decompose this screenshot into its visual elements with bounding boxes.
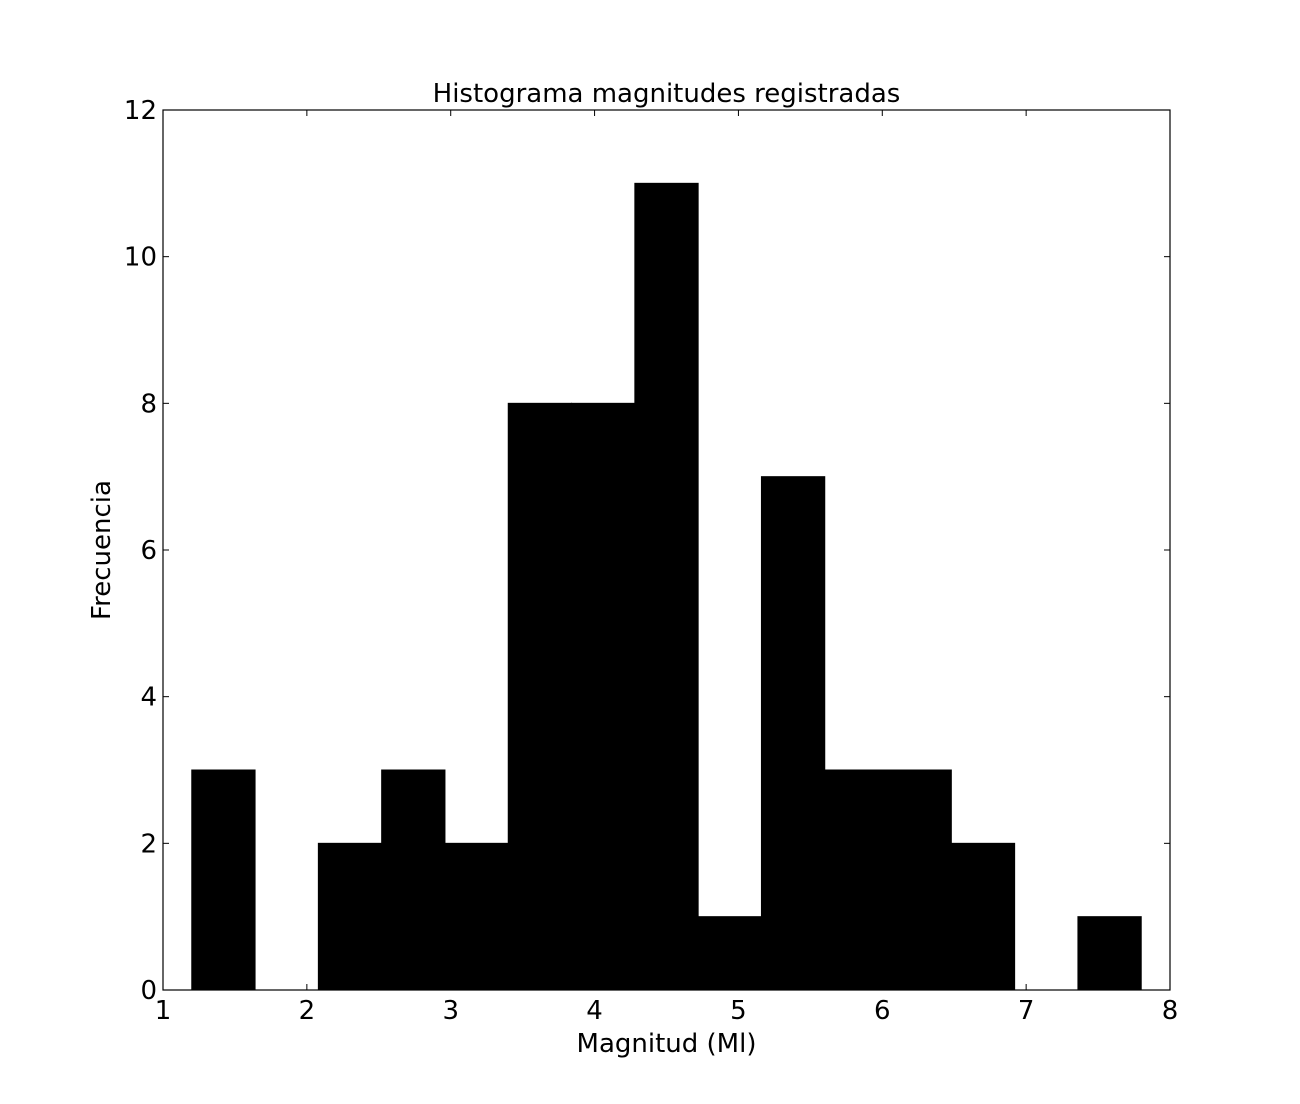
histogram-bar-3 xyxy=(381,769,446,991)
y-axis-label: Frecuencia xyxy=(87,480,117,620)
histogram-bar-11 xyxy=(887,769,952,991)
y-tick-label-2: 2 xyxy=(140,829,157,859)
y-tick-label-10: 10 xyxy=(124,243,157,273)
y-tick-label-4: 4 xyxy=(140,683,157,713)
histogram-bar-7 xyxy=(634,182,699,991)
histogram-bar-2 xyxy=(317,842,383,991)
chart-title: Histograma magnitudes registradas xyxy=(433,79,901,109)
histogram-bar-5 xyxy=(507,402,573,991)
x-tick-label-2: 2 xyxy=(299,996,316,1026)
x-tick-label-4: 4 xyxy=(586,996,603,1026)
x-axis-label: Magnitud (Ml) xyxy=(577,1029,757,1059)
y-tick-label-12: 12 xyxy=(124,96,157,126)
x-tick-label-3: 3 xyxy=(442,996,459,1026)
x-tick-label-5: 5 xyxy=(730,996,747,1026)
histogram-bar-9 xyxy=(760,476,826,991)
histogram-bar-8 xyxy=(697,916,762,991)
x-tick-label-7: 7 xyxy=(1018,996,1035,1026)
x-tick-label-6: 6 xyxy=(874,996,891,1026)
x-tick-label-8: 8 xyxy=(1162,996,1179,1026)
histogram-bar-0 xyxy=(191,769,256,991)
histogram-bar-14 xyxy=(1077,916,1142,991)
bars-layer xyxy=(191,182,1142,991)
y-tick-label-6: 6 xyxy=(140,536,157,566)
histogram-bar-12 xyxy=(950,842,1016,991)
y-tick-label-8: 8 xyxy=(140,389,157,419)
histogram-bar-10 xyxy=(824,769,889,991)
histogram-bar-6 xyxy=(571,402,636,991)
y-tick-label-0: 0 xyxy=(140,976,157,1006)
x-tick-label-1: 1 xyxy=(155,996,172,1026)
histogram-bar-4 xyxy=(444,842,509,991)
ticks-layer xyxy=(162,109,1171,991)
